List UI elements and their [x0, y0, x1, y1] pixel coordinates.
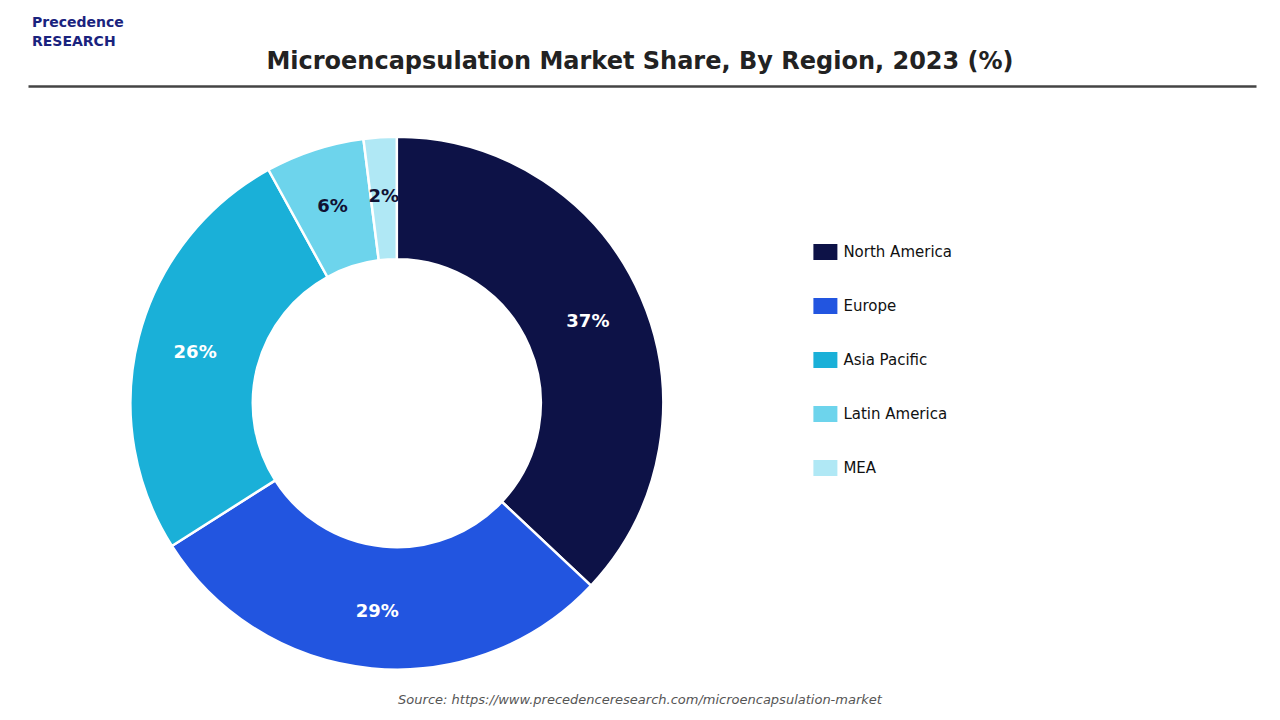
- svg-text:37%: 37%: [566, 310, 609, 331]
- svg-text:2%: 2%: [368, 185, 399, 206]
- svg-text:Microencapsulation Market Shar: Microencapsulation Market Share, By Regi…: [266, 47, 1013, 75]
- svg-text:26%: 26%: [174, 341, 217, 362]
- svg-text:29%: 29%: [356, 600, 399, 621]
- svg-text:6%: 6%: [317, 195, 348, 216]
- svg-text:Europe: Europe: [843, 297, 896, 315]
- svg-text:MEA: MEA: [843, 459, 876, 477]
- svg-text:Asia Pacific: Asia Pacific: [843, 351, 927, 369]
- svg-text:Source: https://www.precedence: Source: https://www.precedenceresearch.c…: [398, 692, 883, 707]
- svg-text:Precedence: Precedence: [32, 14, 124, 30]
- svg-text:Latin America: Latin America: [843, 405, 947, 423]
- svg-text:RESEARCH: RESEARCH: [32, 33, 116, 49]
- svg-text:North America: North America: [843, 243, 952, 261]
